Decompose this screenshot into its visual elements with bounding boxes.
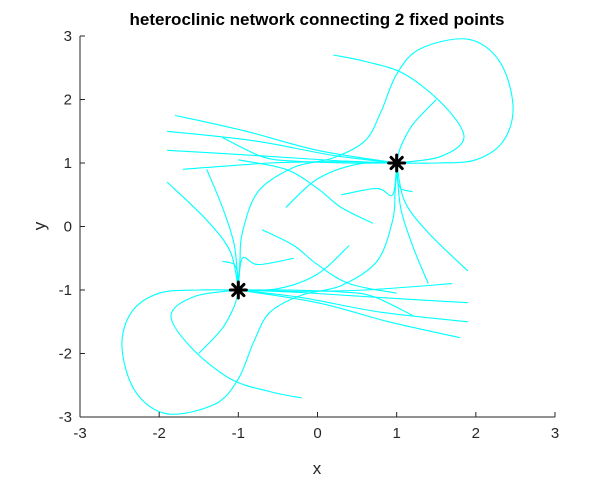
plot-area — [79, 35, 556, 418]
trajectory-14 — [238, 289, 461, 339]
y-axis-label: y — [30, 221, 49, 230]
y-tick-label: -3 — [59, 409, 72, 426]
x-tick-label: 2 — [472, 425, 480, 442]
y-tick-label: 2 — [64, 92, 72, 109]
trajectory-19 — [341, 162, 398, 197]
x-tick-label: -2 — [152, 425, 165, 442]
trajectory-16 — [238, 289, 413, 316]
x-tick-label: -1 — [232, 425, 245, 442]
y-tick-label: -2 — [59, 346, 72, 363]
fixed-point-layer — [228, 153, 407, 300]
y-tick-label: 1 — [64, 155, 72, 172]
trajectory-5 — [167, 130, 397, 164]
fixed-point-marker-2 — [228, 280, 248, 300]
y-tick-labels: 3 2 1 0 -1 -2 -3 — [59, 28, 72, 426]
trajectory-8 — [174, 114, 397, 164]
x-tick-label: 0 — [313, 425, 321, 442]
x-tick-label: -3 — [73, 425, 86, 442]
trajectory-27 — [261, 229, 397, 294]
x-tick-label: 3 — [551, 425, 559, 442]
trajectory-2 — [121, 162, 398, 415]
y-tick-label: 0 — [64, 219, 72, 236]
x-tick-label: 1 — [392, 425, 400, 442]
axes — [79, 35, 556, 418]
trajectory-layer — [121, 38, 514, 415]
chart-title: heteroclinic network connecting 2 fixed … — [129, 10, 504, 29]
fixed-point-marker-1 — [387, 153, 407, 173]
trajectory-1 — [237, 38, 514, 291]
trajectory-10 — [222, 137, 397, 164]
trajectory-23 — [237, 256, 294, 291]
trajectory-4 — [170, 289, 302, 399]
trajectory-11 — [238, 289, 468, 323]
trajectory-21 — [166, 181, 239, 291]
y-tick-label: 3 — [64, 28, 72, 45]
y-tick-label: -1 — [59, 282, 72, 299]
asterisk-stroke-4 — [389, 155, 404, 171]
trajectory-28 — [238, 159, 374, 224]
trajectory-3 — [333, 54, 465, 164]
asterisk-stroke-4 — [231, 282, 246, 298]
trajectory-17 — [396, 162, 469, 272]
x-tick-labels: -3 -2 -1 0 1 2 3 — [73, 425, 559, 442]
x-axis-label: x — [313, 459, 322, 478]
